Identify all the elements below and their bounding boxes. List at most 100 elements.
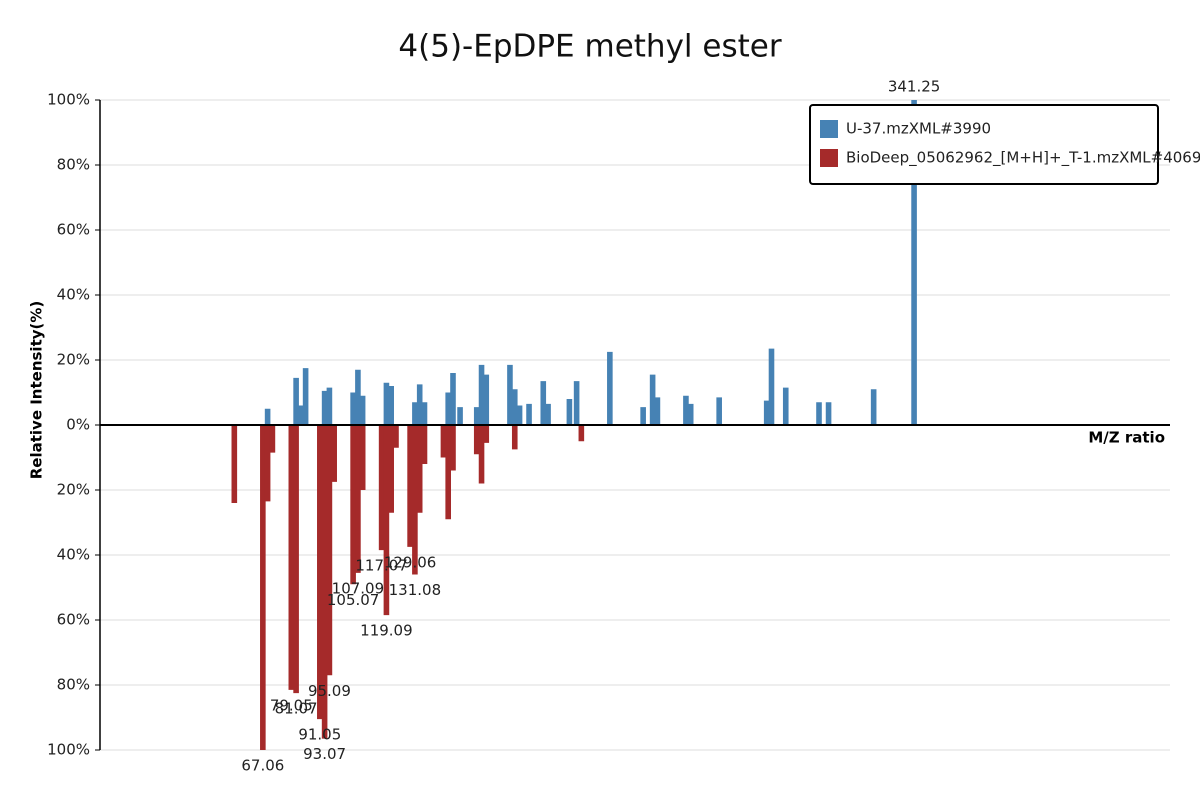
bar	[260, 425, 266, 750]
legend-label: BioDeep_05062962_[M+H]+_T-1.mzXML#4069	[846, 149, 1200, 168]
bar	[782, 387, 789, 425]
bar	[445, 392, 451, 425]
bar	[359, 395, 366, 425]
bar	[321, 425, 328, 739]
bar	[573, 381, 580, 425]
bar	[383, 382, 390, 425]
y-tick-label: 40%	[57, 546, 90, 564]
bar	[511, 389, 518, 425]
bar	[607, 351, 613, 425]
bar	[421, 402, 428, 425]
bar	[388, 386, 394, 425]
bar	[540, 381, 547, 425]
bar	[293, 377, 299, 425]
bar	[416, 384, 423, 425]
bar	[511, 425, 518, 450]
bar	[450, 425, 456, 471]
bar	[566, 399, 573, 425]
y-tick-label: 100%	[47, 741, 90, 759]
bar	[683, 395, 689, 425]
bar	[393, 425, 399, 448]
bar	[457, 407, 463, 425]
y-tick-label: 60%	[57, 611, 90, 629]
bar	[388, 425, 394, 513]
bar	[654, 397, 661, 425]
legend-box	[809, 104, 1159, 185]
legend-swatch	[820, 149, 838, 167]
bar	[545, 403, 551, 425]
peak-label: 107.09	[332, 579, 385, 597]
bar	[440, 425, 447, 458]
bar	[816, 402, 822, 425]
bar	[911, 100, 917, 425]
y-tick-label: 80%	[57, 156, 90, 174]
peak-label: 341.25	[888, 78, 941, 96]
bar	[407, 425, 413, 547]
bar	[507, 364, 513, 425]
bar	[269, 425, 276, 453]
y-axis-title: Relative Intensity(%)	[28, 301, 46, 480]
y-tick-label: 0%	[66, 416, 90, 434]
bar	[416, 425, 423, 513]
bar	[870, 389, 877, 425]
peak-label: 105.07	[327, 591, 380, 609]
bar	[302, 368, 309, 425]
y-tick-label: 40%	[57, 286, 90, 304]
bar	[355, 369, 361, 425]
bar	[473, 425, 480, 455]
bar	[288, 425, 295, 690]
bar	[412, 402, 418, 425]
bar	[355, 425, 361, 573]
bar	[326, 387, 333, 425]
legend: U-37.mzXML#3990 BioDeep_05062962_[M+H]+_T…	[809, 104, 1200, 185]
legend-swatch	[820, 120, 838, 138]
legend-label: U-37.mzXML#3990	[846, 120, 991, 138]
bar	[378, 425, 385, 551]
peak-label: 79.05	[270, 696, 313, 714]
y-tick-label: 20%	[57, 481, 90, 499]
bar	[687, 403, 694, 425]
bar	[763, 400, 770, 425]
bar	[478, 364, 485, 425]
bar	[516, 405, 523, 425]
bar	[383, 425, 390, 616]
bar	[350, 392, 356, 425]
bar	[478, 425, 485, 484]
bar	[445, 425, 451, 520]
bar	[298, 405, 304, 425]
y-tick-label: 20%	[57, 351, 90, 369]
peak-label: 67.06	[241, 757, 284, 775]
bar	[421, 425, 428, 464]
bar	[483, 425, 490, 443]
bar	[231, 425, 238, 503]
bar	[578, 425, 585, 442]
bar	[450, 373, 456, 425]
peak-label: 129.06	[384, 553, 437, 571]
bar	[326, 425, 333, 676]
bar	[526, 403, 532, 425]
peak-label: 95.09	[308, 682, 351, 700]
peak-label: 119.09	[360, 622, 413, 640]
bar	[359, 425, 366, 490]
y-tick-label: 60%	[57, 221, 90, 239]
bar	[317, 425, 323, 720]
peak-label: 93.07	[303, 745, 346, 763]
bar	[768, 348, 775, 425]
y-tick-label: 80%	[57, 676, 90, 694]
bar	[649, 374, 656, 425]
bar	[483, 374, 490, 425]
bar	[293, 425, 299, 694]
bar	[321, 390, 328, 425]
bar	[264, 408, 271, 425]
peak-label: 91.05	[298, 726, 341, 744]
bar	[264, 425, 271, 502]
bar	[331, 425, 337, 482]
chart-title: 4(5)-EpDPE methyl ester	[398, 29, 781, 65]
bar	[716, 397, 722, 425]
bars	[231, 100, 917, 750]
peak-label: 131.08	[389, 581, 442, 599]
bar	[640, 407, 646, 425]
peak-label: 81.07	[275, 700, 318, 718]
